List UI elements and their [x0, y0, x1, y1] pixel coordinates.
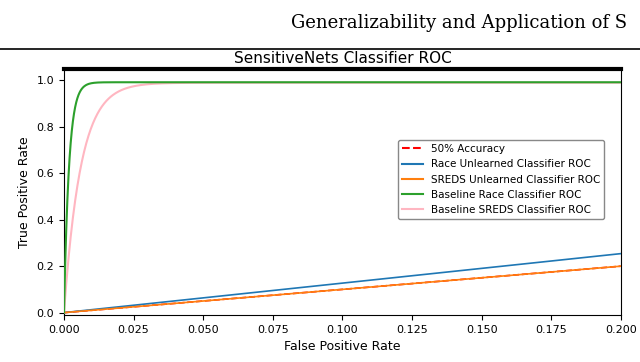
Text: Generalizability and Application of S: Generalizability and Application of S — [291, 14, 627, 33]
Legend: 50% Accuracy, Race Unlearned Classifier ROC, SREDS Unlearned Classifier ROC, Bas: 50% Accuracy, Race Unlearned Classifier … — [397, 140, 604, 219]
X-axis label: False Positive Rate: False Positive Rate — [284, 340, 401, 353]
Y-axis label: True Positive Rate: True Positive Rate — [18, 136, 31, 248]
Title: SensitiveNets Classifier ROC: SensitiveNets Classifier ROC — [234, 51, 451, 66]
